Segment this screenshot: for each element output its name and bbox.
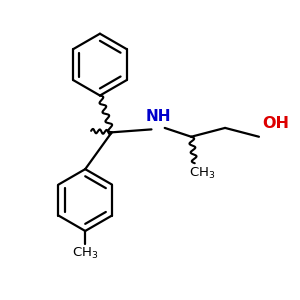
Text: CH$_3$: CH$_3$ [189,166,216,181]
Text: CH$_3$: CH$_3$ [72,246,98,261]
Text: OH: OH [262,116,290,131]
Text: NH: NH [145,109,171,124]
